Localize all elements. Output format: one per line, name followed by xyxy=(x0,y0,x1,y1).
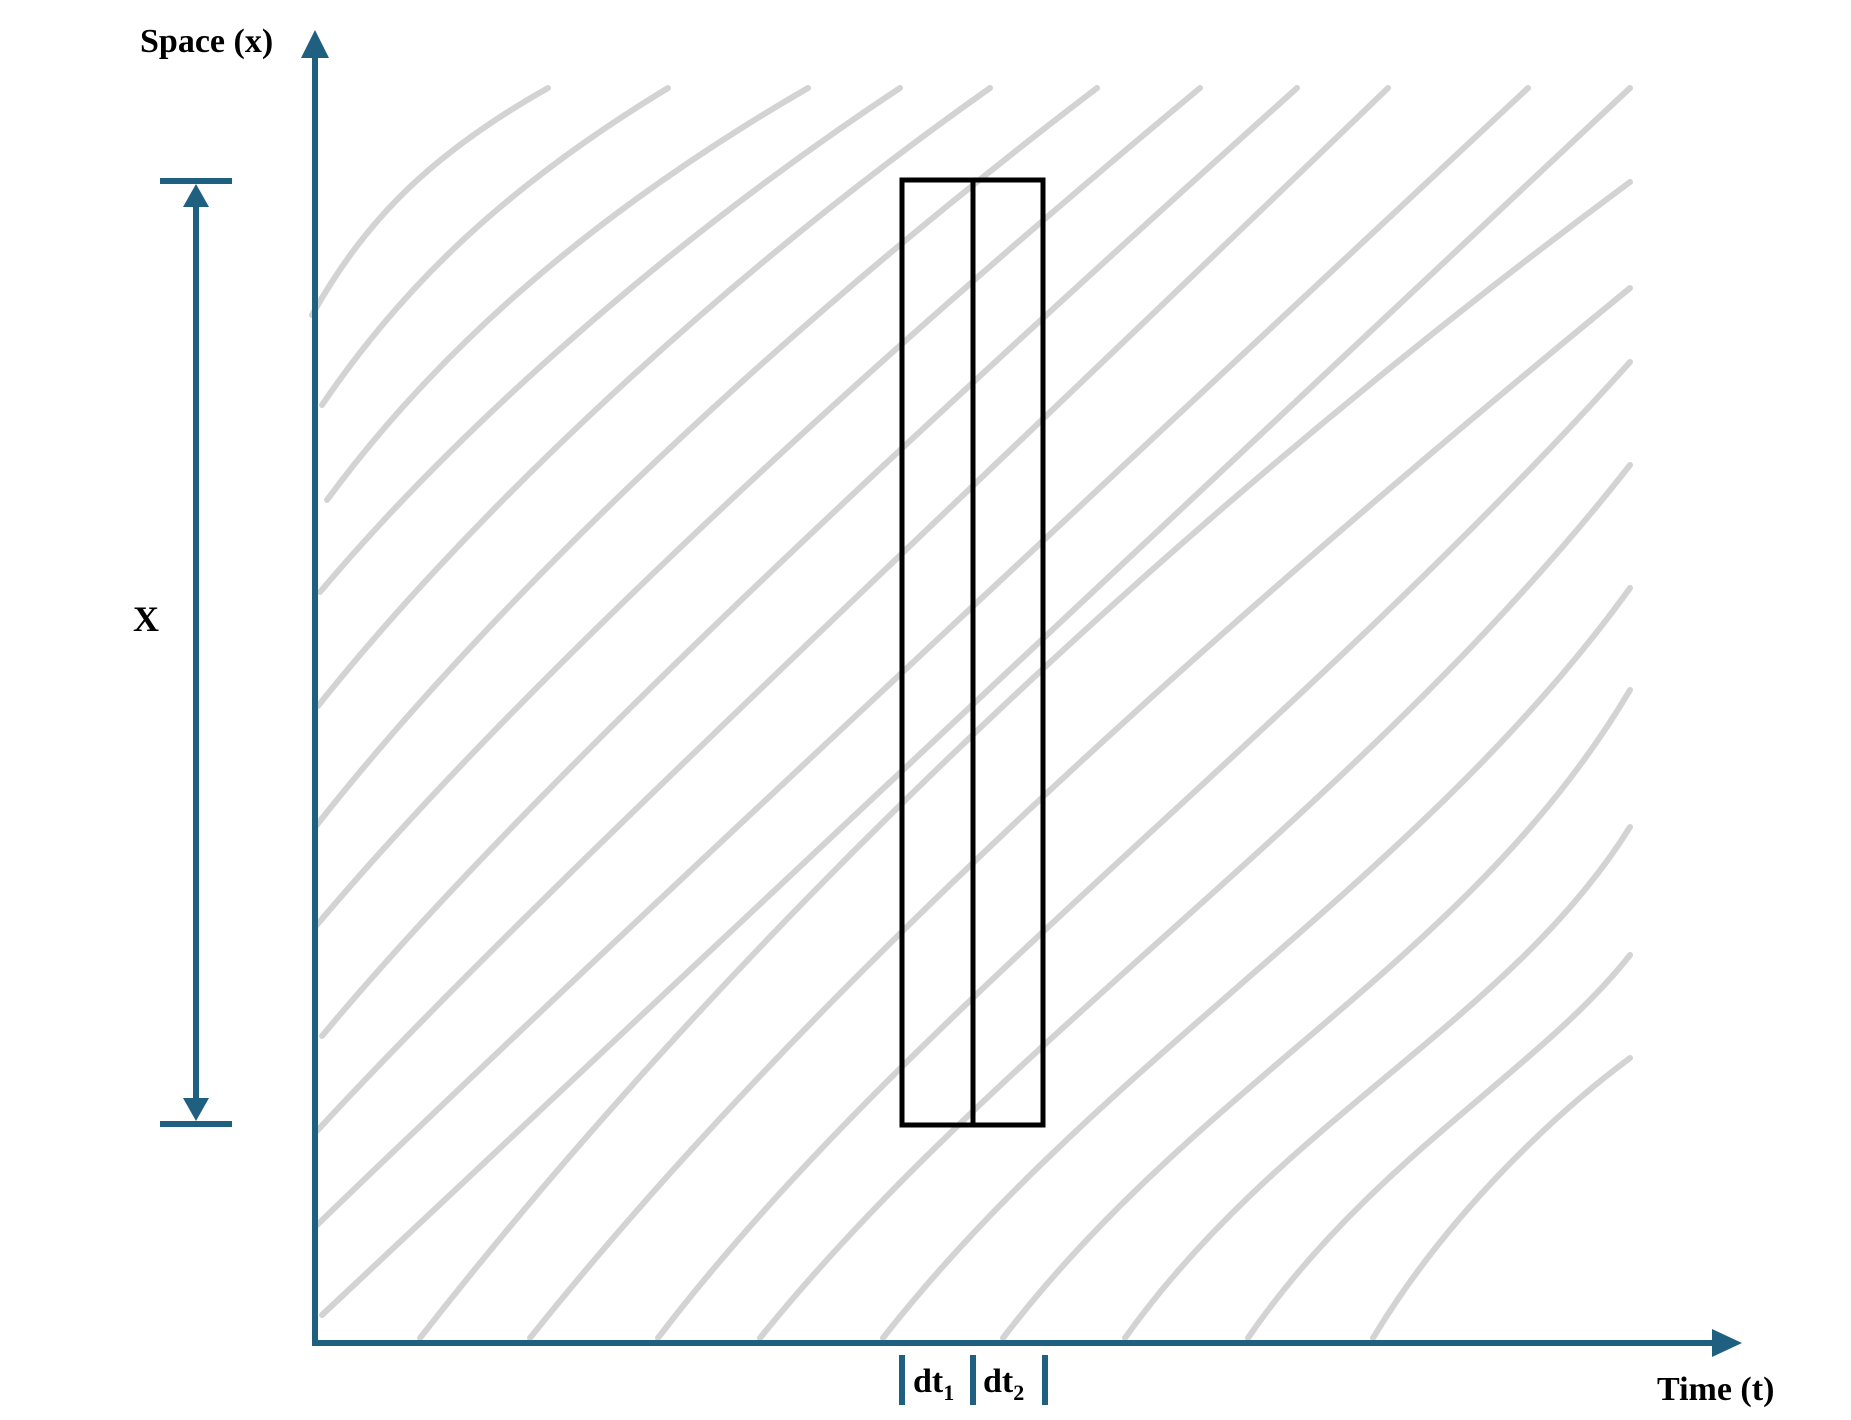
trajectory-line xyxy=(527,285,1633,1341)
y-axis-label: Space (x) xyxy=(140,23,273,60)
trajectory-line xyxy=(313,85,1100,829)
trajectory-line xyxy=(319,85,1633,1318)
x-axis-label: Time (t) xyxy=(1657,1371,1774,1408)
extent-indicator xyxy=(160,178,232,1127)
extent-up-arrowhead xyxy=(183,184,209,207)
trajectory-line xyxy=(319,85,1300,1039)
trajectory-line xyxy=(309,85,551,318)
dt2-subscript: 2 xyxy=(1013,1380,1024,1405)
trajectory-line xyxy=(319,85,671,408)
trajectory-line xyxy=(313,85,1391,1135)
trajectory-line xyxy=(655,359,1633,1341)
trajectory-line xyxy=(417,179,1633,1341)
trajectory-line xyxy=(324,85,811,503)
dt1-subscript: 1 xyxy=(943,1380,954,1405)
dt1-label: dt1 xyxy=(913,1363,954,1405)
interval-ticks xyxy=(899,1355,1048,1405)
x-axis-arrowhead xyxy=(1712,1329,1742,1357)
dt2-label: dt2 xyxy=(983,1363,1024,1405)
trajectory-line xyxy=(317,85,903,595)
axes xyxy=(301,30,1742,1357)
trajectory-line xyxy=(313,85,1531,1229)
trajectory-line xyxy=(1000,687,1633,1341)
extent-label: X xyxy=(133,599,159,639)
trajectory-line xyxy=(313,85,1203,929)
trajectory-line xyxy=(880,585,1633,1341)
trajectory-line xyxy=(1370,1055,1633,1341)
trajectory-line xyxy=(757,462,1633,1341)
trajectory-line xyxy=(1245,952,1633,1341)
extent-down-arrowhead xyxy=(183,1098,209,1121)
dt2-base: dt xyxy=(983,1363,1014,1400)
dt1-base: dt xyxy=(913,1363,944,1400)
observation-window xyxy=(899,177,1046,1128)
trajectory-lines xyxy=(309,85,1633,1341)
y-axis-arrowhead xyxy=(301,30,329,58)
trajectory-line xyxy=(315,85,993,709)
trajectory-line xyxy=(1122,824,1633,1341)
